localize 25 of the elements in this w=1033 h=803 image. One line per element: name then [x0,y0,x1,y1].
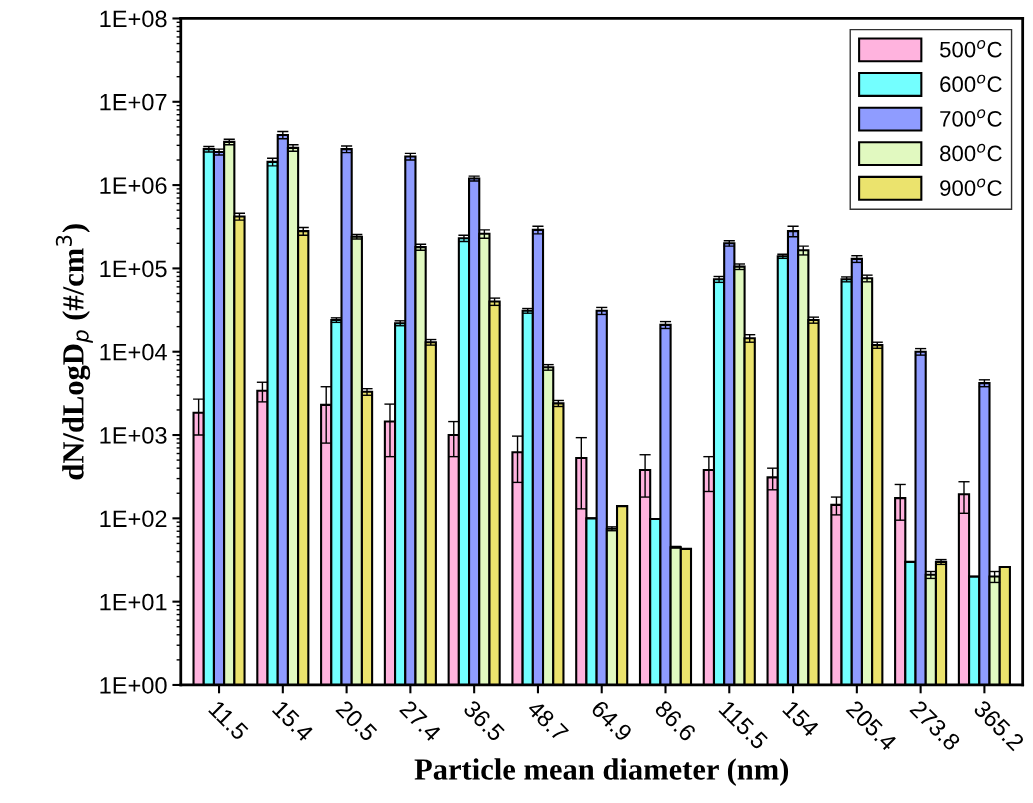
x-tick-label: 20.5 [335,699,378,743]
legend-label: 500$^{o}$C [940,40,1002,58]
x-tick-label: 154 [782,700,820,738]
x-tick-label: 36.5 [462,699,506,743]
x-axis-title: Particle mean diameter (nm) [414,758,789,786]
y-tick-label: 1E+04 [100,343,167,361]
y-tick-label: 1E+06 [100,177,167,194]
y-tick-label: 1E+07 [100,93,167,111]
y-tick-label: 1E+03 [100,427,167,444]
legend-label: 600$^{o}$C [940,74,1002,93]
y-tick-label: 1E+02 [100,510,167,528]
x-tick-label: 48.7 [526,698,570,743]
legend-label: 800$^{o}$C [940,143,1002,162]
x-tick-label: 64.9 [590,699,633,743]
x-tick-label: 27.4 [399,699,442,743]
y-tick-label: 1E+01 [100,593,167,611]
legend-label: 700$^{o}$C [940,109,1002,127]
x-tick-label: 11.5 [208,700,249,741]
y-tick-label: 1E+08 [100,10,167,28]
x-tick-label: 15.4 [271,700,315,743]
y-tick-label: 1E+00 [100,677,167,694]
y-tick-label: 1E+05 [100,260,167,278]
y-axis-title: dN/dLogD$_{p}$ (#/cm$^{3}$) [55,224,93,480]
x-tick-label: 86.6 [653,699,697,743]
legend-label: 900$^{o}$C [940,178,1002,196]
